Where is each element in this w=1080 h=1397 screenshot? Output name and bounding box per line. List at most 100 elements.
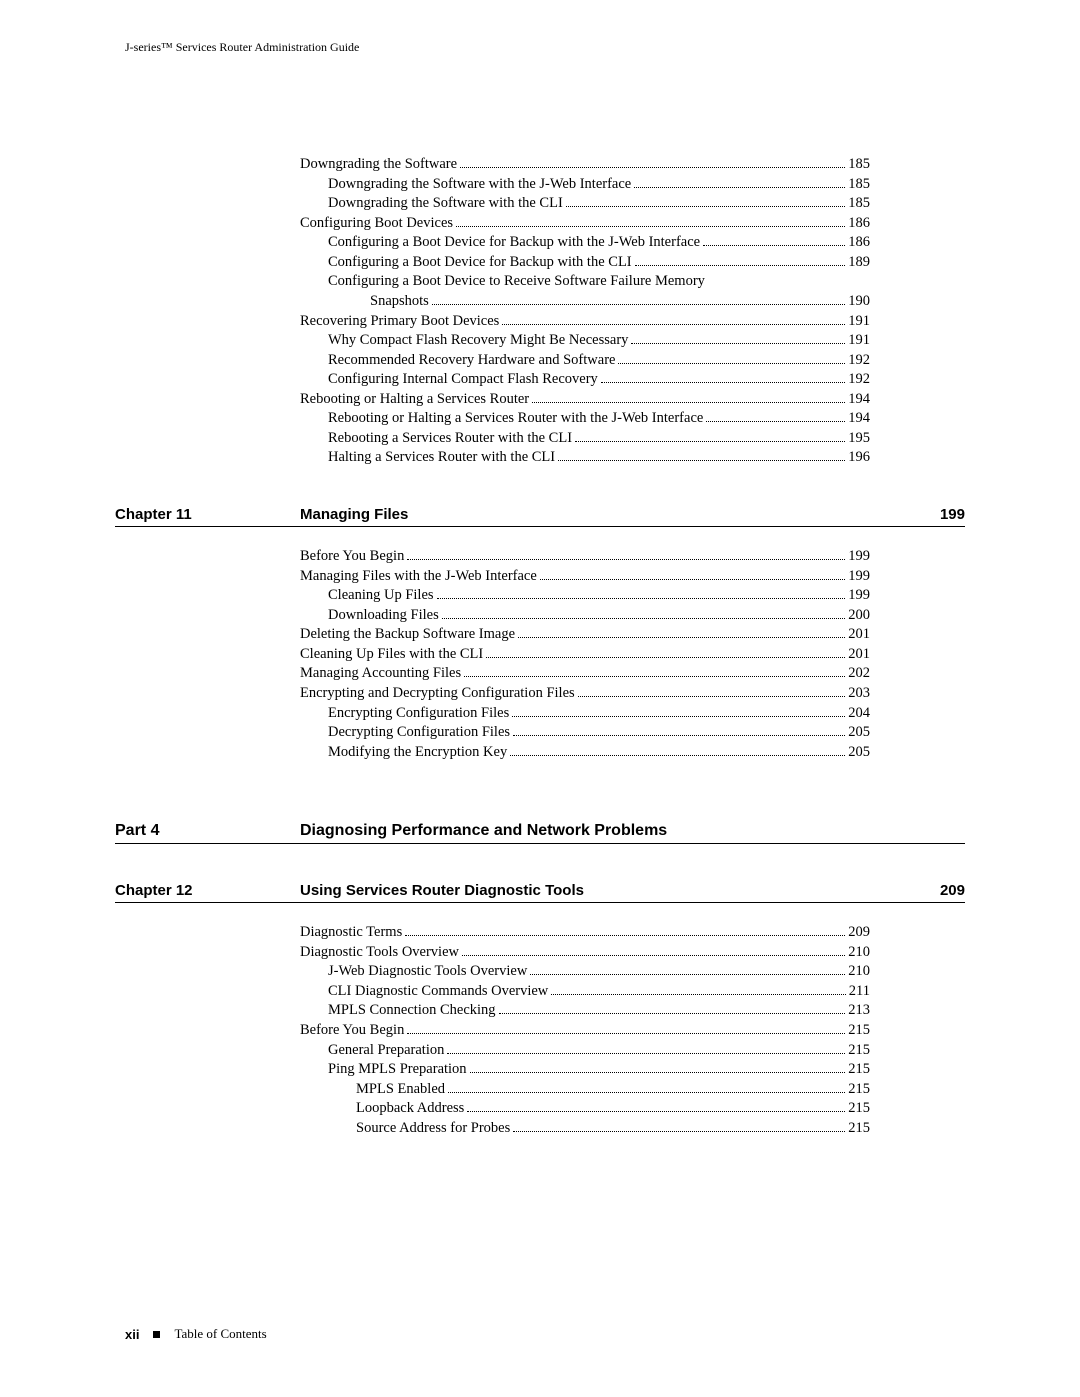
toc-entry-page: 215 xyxy=(848,1021,870,1041)
toc-entry-page: 211 xyxy=(849,982,870,1002)
toc-entry-title: Cleaning Up Files xyxy=(328,586,434,606)
toc-entry-page: 215 xyxy=(848,1099,870,1119)
toc-entry: Configuring Internal Compact Flash Recov… xyxy=(300,370,870,390)
toc-entry: Managing Files with the J-Web Interface1… xyxy=(300,567,870,587)
toc-leader-dots xyxy=(405,935,845,936)
toc-leader-dots xyxy=(558,460,845,461)
toc-leader-dots xyxy=(510,755,845,756)
toc-entry-title: Before You Begin xyxy=(300,547,404,567)
toc-entry: General Preparation 215 xyxy=(300,1041,870,1061)
toc-leader-dots xyxy=(635,265,846,266)
toc-entry: Downgrading the Software with the J-Web … xyxy=(300,175,870,195)
toc-leader-dots xyxy=(575,441,845,442)
toc-leader-dots xyxy=(499,1013,846,1014)
toc-entry: Configuring a Boot Device for Backup wit… xyxy=(300,233,870,253)
toc-entry-page: 194 xyxy=(848,409,870,429)
toc-entry-title: Managing Accounting Files xyxy=(300,664,461,684)
toc-entry-page: 205 xyxy=(848,743,870,763)
toc-entry-page: 192 xyxy=(848,370,870,390)
toc-entry-title: General Preparation xyxy=(328,1041,444,1061)
toc-entry-title: Snapshots xyxy=(370,292,429,312)
toc-entry-title: Why Compact Flash Recovery Might Be Nece… xyxy=(328,331,628,351)
toc-entry-title: Ping MPLS Preparation xyxy=(328,1060,467,1080)
toc-entry-page: 215 xyxy=(848,1041,870,1061)
toc-entry-title: Configuring a Boot Device for Backup wit… xyxy=(328,253,632,273)
toc-entry-title: Downgrading the Software xyxy=(300,155,457,175)
toc-entry-title: Loopback Address xyxy=(356,1099,464,1119)
toc-entry: Snapshots190 xyxy=(300,292,870,312)
toc-entry-page: 194 xyxy=(848,390,870,410)
toc-entry: Rebooting a Services Router with the CLI… xyxy=(300,429,870,449)
toc-entry-page: 201 xyxy=(848,645,870,665)
toc-leader-dots xyxy=(634,187,845,188)
toc-entry: Encrypting Configuration Files204 xyxy=(300,704,870,724)
section-label: Part 4 xyxy=(115,822,300,840)
toc-leader-dots xyxy=(512,716,845,717)
toc-entry: Configuring Boot Devices 186 xyxy=(300,214,870,234)
toc-entry: Managing Accounting Files202 xyxy=(300,664,870,684)
toc-leader-dots xyxy=(513,1131,845,1132)
toc-leader-dots xyxy=(432,304,845,305)
toc-entry: Modifying the Encryption Key 205 xyxy=(300,743,870,763)
toc-entry: Loopback Address 215 xyxy=(300,1099,870,1119)
toc-entry-title: Recommended Recovery Hardware and Softwa… xyxy=(328,351,615,371)
toc-entry-page: 186 xyxy=(848,214,870,234)
toc-leader-dots xyxy=(467,1111,845,1112)
toc-leader-dots xyxy=(437,598,846,599)
toc-leader-dots xyxy=(462,955,845,956)
toc-entry-page: 204 xyxy=(848,704,870,724)
toc-entry-page: 203 xyxy=(848,684,870,704)
toc-entry-page: 191 xyxy=(848,312,870,332)
toc-entry-page: 201 xyxy=(848,625,870,645)
toc-entry: Configuring a Boot Device to Receive Sof… xyxy=(300,272,870,292)
toc-entry-page: 196 xyxy=(848,448,870,468)
toc-leader-dots xyxy=(486,657,845,658)
toc-entry-page: 210 xyxy=(848,943,870,963)
toc-entry-title: Configuring a Boot Device to Receive Sof… xyxy=(328,272,705,292)
toc-entry-page: 210 xyxy=(848,962,870,982)
toc-entry: Recommended Recovery Hardware and Softwa… xyxy=(300,351,870,371)
toc-leader-dots xyxy=(502,324,845,325)
toc-leader-dots xyxy=(470,1072,846,1073)
toc-leader-dots xyxy=(513,735,845,736)
toc-entry: Cleaning Up Files 199 xyxy=(300,586,870,606)
toc-entry: Before You Begin215 xyxy=(300,1021,870,1041)
toc-entry-title: Encrypting and Decrypting Configuration … xyxy=(300,684,575,704)
toc-entry: Source Address for Probes215 xyxy=(300,1119,870,1139)
toc-entry-page: 191 xyxy=(848,331,870,351)
toc-entry: Rebooting or Halting a Services Router 19… xyxy=(300,390,870,410)
toc-entry-page: 185 xyxy=(848,194,870,214)
toc-leader-dots xyxy=(464,676,845,677)
footer-square-icon xyxy=(153,1331,160,1338)
footer-page-number: xii xyxy=(125,1327,139,1342)
toc-leader-dots xyxy=(578,696,846,697)
toc-entry-page: 199 xyxy=(848,586,870,606)
toc-leader-dots xyxy=(618,363,845,364)
toc-entry-title: Configuring Internal Compact Flash Recov… xyxy=(328,370,598,390)
toc-entry: Decrypting Configuration Files 205 xyxy=(300,723,870,743)
toc-entry-title: Modifying the Encryption Key xyxy=(328,743,507,763)
toc-entry: CLI Diagnostic Commands Overview211 xyxy=(300,982,870,1002)
toc-entry-title: Halting a Services Router with the CLI xyxy=(328,448,555,468)
section-title: Using Services Router Diagnostic Tools xyxy=(300,882,940,899)
toc-entry: Encrypting and Decrypting Configuration … xyxy=(300,684,870,704)
toc-entry-page: 215 xyxy=(848,1080,870,1100)
toc-group: Downgrading the Software 185Downgrading t… xyxy=(300,155,870,468)
toc-entry-page: 189 xyxy=(848,253,870,273)
toc-entry: Downgrading the Software with the CLI185 xyxy=(300,194,870,214)
toc-entry: Why Compact Flash Recovery Might Be Nece… xyxy=(300,331,870,351)
toc-entry-title: Configuring Boot Devices xyxy=(300,214,453,234)
section-label: Chapter 11 xyxy=(115,506,300,523)
toc-entry-title: Rebooting or Halting a Services Router xyxy=(300,390,529,410)
toc-entry-page: 195 xyxy=(848,429,870,449)
toc-entry-page: 205 xyxy=(848,723,870,743)
toc-entry-page: 215 xyxy=(848,1119,870,1139)
toc-entry-title: Downloading Files xyxy=(328,606,439,626)
toc-leader-dots xyxy=(540,579,845,580)
section-title: Managing Files xyxy=(300,506,940,523)
toc-entry-title: Configuring a Boot Device for Backup wit… xyxy=(328,233,700,253)
toc-entry-page: 209 xyxy=(848,923,870,943)
toc-entry-title: Decrypting Configuration Files xyxy=(328,723,510,743)
page-footer: xii Table of Contents xyxy=(125,1326,267,1342)
section-heading: Chapter 12Using Services Router Diagnost… xyxy=(115,882,965,903)
